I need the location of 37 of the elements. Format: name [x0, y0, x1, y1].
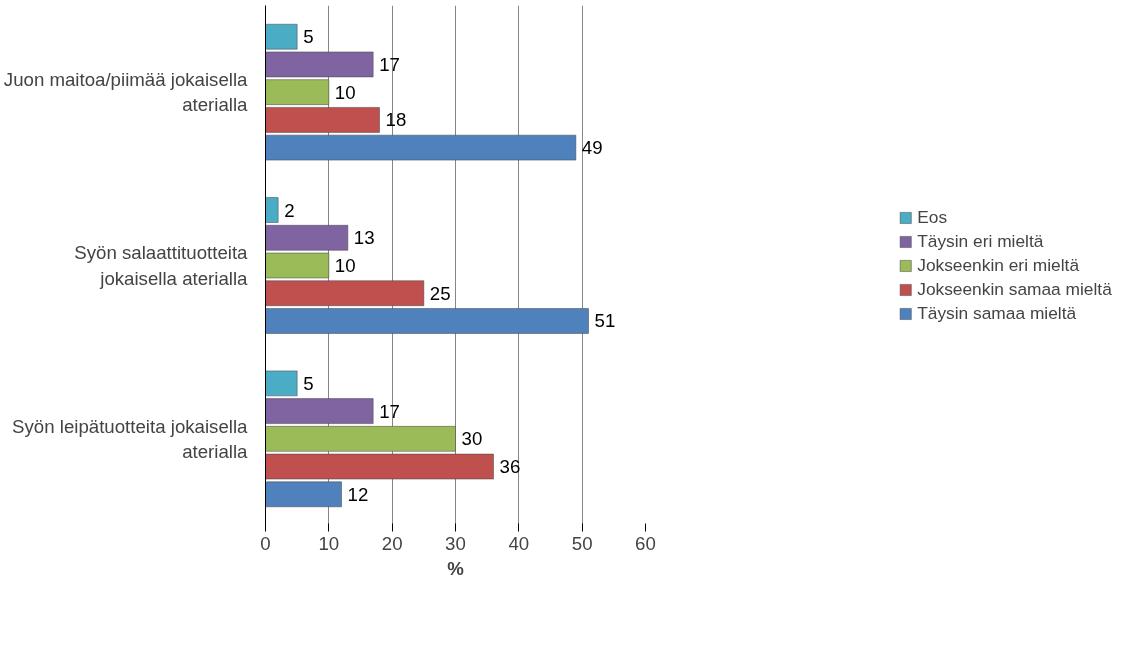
bar — [265, 197, 279, 223]
x-tick-label: 10 — [318, 532, 340, 554]
x-tick-label: 50 — [571, 532, 593, 554]
x-tick-label: 60 — [635, 532, 656, 554]
data-label: 10 — [334, 81, 356, 103]
legend-label: Jokseenkin samaa mieltä — [917, 278, 1112, 300]
data-label: 2 — [284, 199, 295, 221]
x-tick-label: 30 — [445, 532, 466, 554]
x-tick-label: 0 — [260, 532, 271, 554]
data-label: 12 — [347, 483, 369, 505]
data-label: 17 — [379, 53, 400, 75]
bar — [265, 107, 380, 133]
data-label: 30 — [461, 428, 483, 450]
data-label: 25 — [429, 282, 451, 304]
y-tick-label: Juon maitoa/piimää jokaisella aterialla — [3, 69, 249, 116]
data-label: 17 — [379, 400, 400, 422]
data-label: 51 — [594, 310, 616, 332]
bar — [265, 370, 298, 397]
data-label: 13 — [353, 227, 375, 249]
data-label: 10 — [334, 255, 356, 276]
data-label: 5 — [303, 372, 314, 394]
legend-label: Täysin eri mieltä — [917, 230, 1044, 252]
y-tick-label: Syön leipätuotteita jokaisella aterialla — [12, 415, 249, 462]
legend-label: Jokseenkin eri mieltä — [917, 254, 1080, 276]
data-label: 49 — [581, 137, 603, 159]
legend-label: Eos — [917, 206, 948, 228]
bar — [265, 134, 577, 161]
x-tick-label: 20 — [381, 532, 403, 554]
data-label: 36 — [499, 456, 521, 478]
bar — [265, 398, 374, 424]
data-label: 18 — [385, 109, 407, 131]
y-tick-label: Syön salaattituotteita jokaisella aterialla — [74, 242, 249, 289]
x-axis-title: % — [447, 557, 465, 579]
x-tick-label: 40 — [508, 532, 530, 554]
data-label: 5 — [303, 26, 314, 48]
legend-label: Täysin samaa mieltä — [917, 302, 1077, 324]
bar — [265, 308, 589, 334]
